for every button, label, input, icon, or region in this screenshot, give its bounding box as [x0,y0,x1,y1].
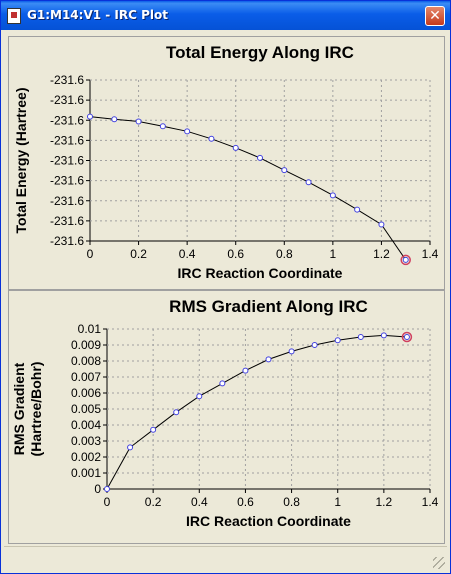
x-axis-label: IRC Reaction Coordinate [178,265,343,281]
gradient-chart-panel: RMS Gradient Along IRC 0 0.2 0.4 0.6 0.8 1 1.2 1… [8,290,445,544]
data-point [127,444,134,451]
data-point [150,426,157,433]
data-point [173,409,180,416]
y-tick-label: -231.6 [50,174,84,188]
data-point [196,393,203,400]
x-tick-label: 0.4 [191,495,208,509]
energy-chart-panel: Total Energy Along IRC 0 0.2 0.4 0.6 0.8 1 1.2 1… [8,36,445,290]
data-point [334,337,341,344]
data-point [135,118,142,125]
title-bar[interactable]: G1:M14:V1 - IRC Plot ✕ [1,1,450,30]
x-tick-label: 0.2 [145,495,162,509]
data-point [257,154,263,161]
data-point [87,113,93,120]
document-icon [7,8,21,24]
y-axis-label: (Hartree/Bohr) [28,362,44,457]
y-tick-label: 0.002 [71,450,101,464]
x-tick-label: 0.2 [130,247,147,261]
data-point [288,348,295,355]
data-point [219,380,226,387]
status-bar [4,546,447,571]
data-point [184,128,191,135]
y-tick-label: -231.6 [50,214,84,228]
x-tick-label: 0 [87,247,94,261]
data-point [159,123,166,130]
energy-chart: Total Energy Along IRC 0 0.2 0.4 0.6 0.8 1 1.2 1… [13,43,439,281]
y-tick-label: 0 [94,482,101,496]
y-axis-label: Total Energy (Hartree) [13,88,29,234]
x-tick-label: 0.8 [283,495,300,509]
chart-title: RMS Gradient Along IRC [169,297,368,316]
series-line [89,116,407,261]
x-tick-label: 1.4 [422,495,439,509]
x-axis-label: IRC Reaction Coordinate [186,513,351,529]
x-tick-label: 0.4 [179,247,196,261]
data-point [281,167,288,174]
x-tick-label: 0.8 [276,247,293,261]
data-point [329,192,336,199]
data-point [111,116,118,123]
y-tick-label: 0.001 [71,466,101,480]
data-point [208,135,215,142]
plot-area: Total Energy Along IRC 0 0.2 0.4 0.6 0.8 1 1.2 1… [4,30,447,570]
y-tick-label: 0.004 [71,418,101,432]
data-point [232,144,239,151]
data-point [380,332,387,339]
close-button[interactable]: ✕ [425,6,445,26]
y-tick-label: 0.003 [71,434,101,448]
data-point [403,334,410,340]
x-tick-label: 1 [334,495,341,509]
y-tick-label: 0.009 [71,338,101,352]
y-tick-label: -231.6 [50,73,84,87]
y-tick-label: -231.6 [50,234,84,248]
x-tick-label: 1 [330,247,337,261]
y-tick-label: -231.6 [50,194,84,208]
resize-grip-icon[interactable] [433,557,445,569]
x-tick-label: 1.2 [373,247,390,261]
window-title: G1:M14:V1 - IRC Plot [27,8,168,22]
y-tick-label: -231.6 [50,154,84,168]
x-tick-label: 1.2 [376,495,393,509]
data-point [357,334,364,340]
x-tick-label: 0 [104,495,111,509]
chart-title: Total Energy Along IRC [166,43,354,62]
data-point [305,179,312,186]
data-point [311,342,318,348]
y-tick-label: 0.007 [71,370,101,384]
y-tick-label: -231.6 [50,93,84,107]
y-tick-label: -231.6 [50,133,84,147]
y-axis-label: RMS Gradient [11,362,27,455]
series-line [106,334,407,490]
highlight-marker [400,254,411,266]
gradient-chart: RMS Gradient Along IRC 0 0.2 0.4 0.6 0.8 1 1.2 1… [11,297,439,529]
x-tick-label: 1.4 [422,247,439,261]
highlight-marker [401,331,413,343]
x-tick-label: 0.6 [227,247,244,261]
y-tick-label: 0.01 [78,322,102,336]
y-tick-label: 0.005 [71,402,101,416]
data-point [378,221,385,228]
data-point [242,367,249,374]
y-tick-label: -231.6 [50,113,84,127]
data-point [265,356,272,363]
y-tick-label: 0.008 [71,354,101,368]
y-tick-label: 0.006 [71,386,101,400]
x-tick-label: 0.6 [237,495,254,509]
data-point [402,256,409,263]
data-point [104,486,110,492]
data-point [354,206,361,213]
